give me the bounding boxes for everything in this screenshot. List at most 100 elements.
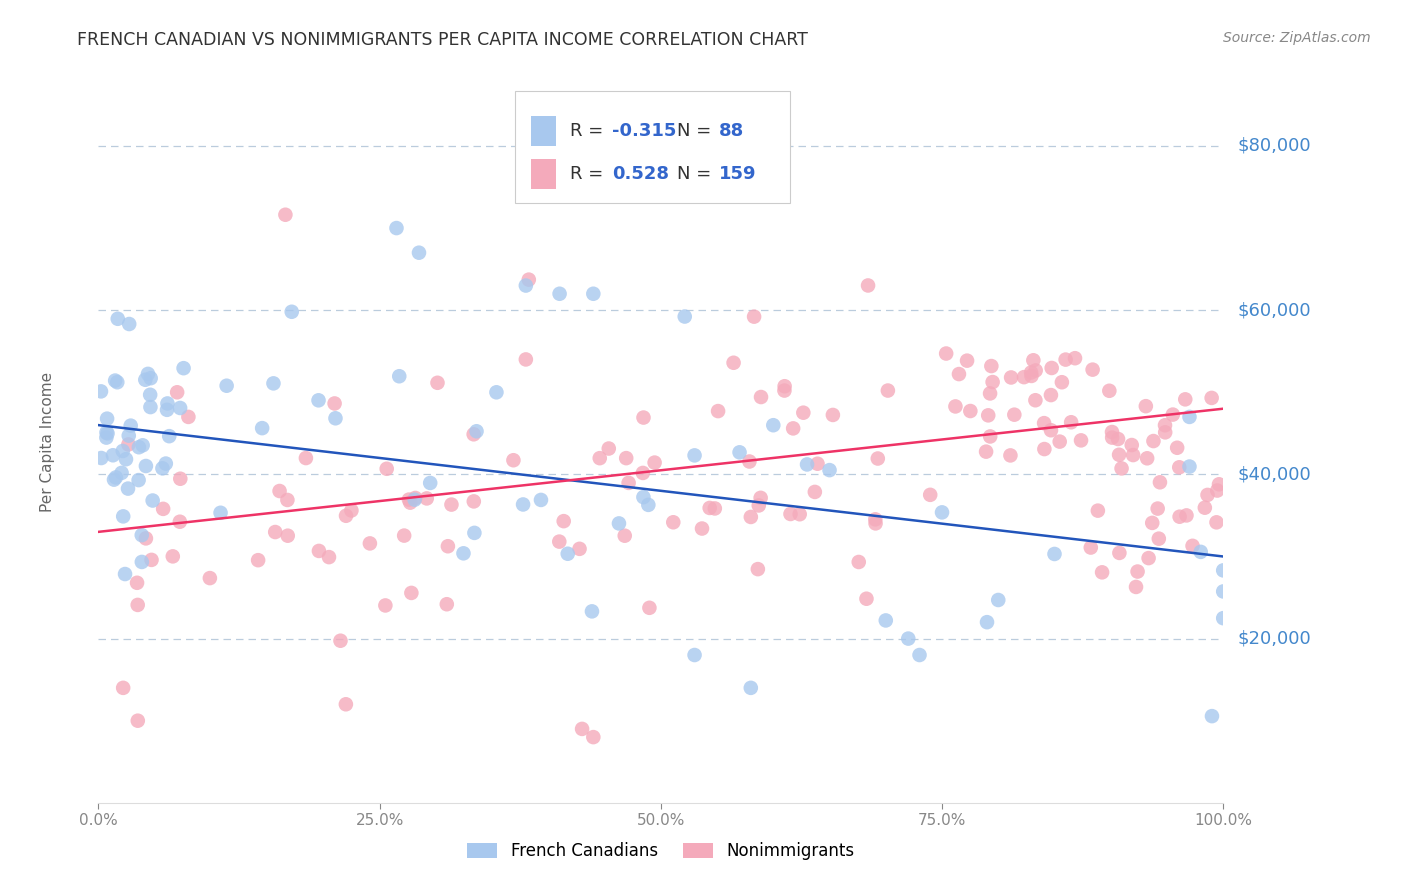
Point <box>276 492 298 507</box>
Point <box>1091 566 1114 580</box>
Point <box>987 593 1010 607</box>
Point <box>1201 391 1223 405</box>
Text: 88: 88 <box>720 122 745 140</box>
Point <box>748 499 770 513</box>
Point <box>440 498 463 512</box>
Text: N =: N = <box>676 165 717 183</box>
Point <box>419 475 441 490</box>
Point <box>247 553 270 567</box>
Point <box>662 516 685 530</box>
Point <box>740 510 762 524</box>
Point <box>401 586 423 600</box>
Point <box>644 456 666 470</box>
Point <box>117 437 139 451</box>
Point <box>515 352 537 367</box>
Point <box>683 449 706 463</box>
Point <box>107 311 129 326</box>
FancyBboxPatch shape <box>515 91 790 203</box>
Text: Source: ZipAtlas.com: Source: ZipAtlas.com <box>1223 31 1371 45</box>
Point <box>1101 425 1123 439</box>
Point <box>399 496 422 510</box>
Point <box>157 429 180 443</box>
Point <box>125 575 148 590</box>
Point <box>262 376 284 391</box>
Point <box>582 730 605 744</box>
Point <box>1208 477 1230 491</box>
Point <box>976 615 998 630</box>
Point <box>436 597 458 611</box>
Text: 0.528: 0.528 <box>613 165 669 183</box>
Point <box>707 404 730 418</box>
Point <box>1098 384 1121 398</box>
Point <box>638 600 661 615</box>
Point <box>1137 551 1160 566</box>
Point <box>111 444 134 458</box>
Point <box>340 503 363 517</box>
Point <box>166 385 188 400</box>
Point <box>1033 416 1056 430</box>
Point <box>398 492 420 507</box>
Point <box>804 484 827 499</box>
Point <box>169 401 191 415</box>
Point <box>1002 408 1025 422</box>
Point <box>1147 532 1170 546</box>
Point <box>740 681 762 695</box>
Text: $20,000: $20,000 <box>1237 630 1310 648</box>
Point <box>269 483 291 498</box>
Point <box>1054 352 1077 367</box>
Point <box>1022 353 1045 368</box>
Point <box>548 534 571 549</box>
Point <box>762 418 785 433</box>
Point <box>96 411 118 425</box>
Point <box>463 427 485 442</box>
Point <box>773 384 796 398</box>
Point <box>571 722 593 736</box>
Point <box>617 475 640 490</box>
Point <box>139 388 162 402</box>
Point <box>118 317 141 331</box>
Point <box>517 272 540 286</box>
Point <box>980 359 1002 373</box>
Point <box>198 571 221 585</box>
Point <box>1064 351 1087 366</box>
Point <box>335 508 357 523</box>
Point <box>792 406 814 420</box>
Point <box>598 442 620 456</box>
Point <box>1108 546 1130 560</box>
Legend: French Canadians, Nonimmigrants: French Canadians, Nonimmigrants <box>461 836 860 867</box>
Point <box>426 376 449 390</box>
Point <box>1197 488 1219 502</box>
Point <box>135 458 157 473</box>
Point <box>374 599 396 613</box>
Point <box>974 444 997 458</box>
Point <box>673 310 696 324</box>
Point <box>865 512 887 526</box>
Point <box>104 374 127 388</box>
Point <box>779 507 801 521</box>
Point <box>152 461 174 475</box>
Point <box>1174 392 1197 407</box>
Point <box>1166 441 1188 455</box>
Point <box>1154 425 1177 440</box>
Point <box>1194 500 1216 515</box>
Point <box>127 598 149 612</box>
Point <box>866 451 889 466</box>
Point <box>1212 611 1234 625</box>
Point <box>782 421 804 435</box>
Point <box>959 404 981 418</box>
Point <box>876 384 898 398</box>
Point <box>295 451 318 466</box>
Point <box>856 278 879 293</box>
Point <box>1142 434 1164 448</box>
Text: Per Capita Income: Per Capita Income <box>41 371 55 512</box>
Point <box>134 373 156 387</box>
Point <box>215 378 238 392</box>
Point <box>139 400 162 414</box>
Point <box>1189 545 1212 559</box>
Point <box>388 369 411 384</box>
Point <box>274 208 297 222</box>
Point <box>112 681 135 695</box>
Point <box>323 396 346 410</box>
Point <box>981 375 1004 389</box>
Point <box>110 466 132 480</box>
